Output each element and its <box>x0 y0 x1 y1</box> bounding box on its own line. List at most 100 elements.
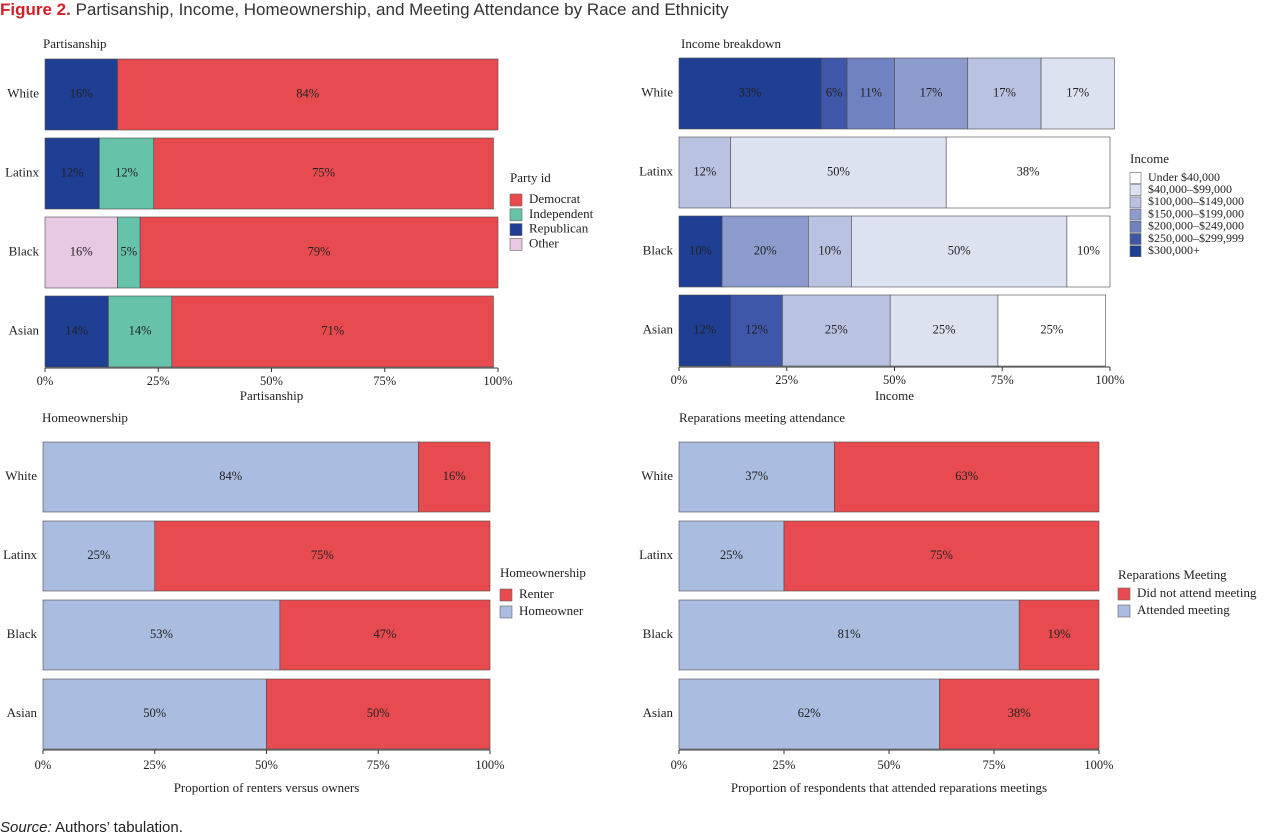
income-bar-latinx-40-000-99-000 <box>730 136 947 209</box>
partisanship-x-tick-label-1: 25% <box>147 374 170 388</box>
partisanship-bar-asian-democrat <box>171 295 494 368</box>
meeting-data-label-black-attended-meeting: 81% <box>838 627 861 641</box>
homeownership-category-label-black: Black <box>7 626 38 641</box>
income-bar-asian-under-40-000 <box>997 294 1106 367</box>
meeting-bar-latinx-did-not-attend-meeting <box>783 520 1100 592</box>
partisanship-legend-title: Party id <box>510 170 551 185</box>
income-chart-title: Income breakdown <box>681 36 781 51</box>
meeting-legend-label-did-not-attend-meeting: Did not attend meeting <box>1137 585 1257 600</box>
partisanship-legend-swatch-independent <box>509 208 523 222</box>
homeownership-data-label-white-renter: 16% <box>443 469 466 483</box>
meeting-category-label-asian: Asian <box>643 705 674 720</box>
partisanship-legend-swatch-republican <box>509 223 523 236</box>
partisanship-legend-swatch-other <box>509 238 523 251</box>
meeting-bar-white-did-not-attend-meeting <box>834 441 1100 513</box>
income-bar-white-40-000-99-000 <box>1040 57 1115 130</box>
homeownership-bar-black-homeowner <box>42 599 281 671</box>
income-data-label-asian-under-40-000: 25% <box>1040 322 1063 336</box>
homeownership-bar-latinx-homeowner <box>42 520 156 592</box>
meeting-bar-asian-did-not-attend-meeting <box>939 678 1100 750</box>
homeownership-bar-asian-renter <box>266 678 491 750</box>
partisanship-data-label-latinx-democrat: 75% <box>312 165 335 179</box>
income-data-label-black-under-40-000: 10% <box>1077 243 1100 257</box>
partisanship-data-label-asian-democrat: 71% <box>321 323 344 337</box>
income-data-label-black-40-000-99-000: 50% <box>948 243 971 257</box>
partisanship-bar-latinx-republican <box>44 137 100 210</box>
income-data-label-white-250-000-299-999: 6% <box>826 85 843 99</box>
income-legend-swatch-100-000-149-000 <box>1129 196 1142 209</box>
homeownership-x-axis-label: Proportion of renters versus owners <box>174 780 360 795</box>
meeting-bar-black-did-not-attend-meeting <box>1018 599 1100 671</box>
income-legend-swatch-40-000-99-000 <box>1129 184 1142 196</box>
income-x-tick-label-3: 75% <box>991 373 1014 387</box>
income-legend-swatch-150-000-199-000 <box>1129 208 1142 221</box>
income-data-label-asian-100-000-149-000: 25% <box>825 322 848 336</box>
income-bar-black-40-000-99-000 <box>851 215 1068 288</box>
partisanship-legend-label-other: Other <box>529 235 559 250</box>
partisanship-chart-title: Partisanship <box>43 36 107 51</box>
income-data-label-latinx-40-000-99-000: 50% <box>827 164 850 178</box>
homeownership-bar-latinx-renter <box>154 520 491 592</box>
meeting-chart-title: Reparations meeting attendance <box>679 410 845 425</box>
homeownership-x-tick-label-0: 0% <box>35 758 52 772</box>
income-category-label-latinx: Latinx <box>639 163 673 178</box>
partisanship-legend-swatch-democrat <box>509 193 523 207</box>
meeting-bar-latinx-attended-meeting <box>678 520 785 592</box>
income-category-label-asian: Asian <box>643 321 674 336</box>
partisanship-data-label-latinx-republican: 12% <box>61 165 84 179</box>
income-bar-latinx-100-000-149-000 <box>678 136 732 209</box>
figure-title: Figure 2. Partisanship, Income, Homeowne… <box>0 0 729 20</box>
meeting-category-label-white: White <box>641 468 673 483</box>
homeownership-data-label-latinx-homeowner: 25% <box>87 548 110 562</box>
income-legend-label-200-000-249-000: $200,000–$249,000 <box>1148 219 1244 233</box>
source-text: Authors’ tabulation. <box>51 819 183 836</box>
income-data-label-white-150-000-199-000: 17% <box>920 85 943 99</box>
income-legend-swatch-200-000-249-000 <box>1129 221 1142 233</box>
partisanship-legend-label-democrat: Democrat <box>529 191 581 206</box>
income-category-label-black: Black <box>643 242 674 257</box>
meeting-data-label-asian-did-not-attend-meeting: 38% <box>1008 706 1031 720</box>
income-legend-title: Income <box>1130 151 1169 166</box>
partisanship-category-label-asian: Asian <box>9 322 40 337</box>
partisanship-bar-black-democrat <box>139 216 499 289</box>
income-data-label-black-100-000-149-000: 10% <box>818 243 841 257</box>
partisanship-data-label-asian-independent: 14% <box>129 323 152 337</box>
partisanship-legend-label-independent: Independent <box>529 206 594 221</box>
partisanship-x-tick-label-0: 0% <box>37 374 54 388</box>
meeting-x-tick-label-0: 0% <box>671 758 688 772</box>
partisanship-x-tick-label-3: 75% <box>373 374 396 388</box>
income-x-tick-label-0: 0% <box>671 373 688 387</box>
homeownership-bar-white-homeowner <box>42 441 419 513</box>
meeting-data-label-latinx-did-not-attend-meeting: 75% <box>930 548 953 562</box>
homeownership-x-tick-label-1: 25% <box>143 758 166 772</box>
income-x-axis-label: Income <box>875 388 914 403</box>
income-legend-label-300-000: $300,000+ <box>1148 243 1200 257</box>
partisanship-data-label-latinx-independent: 12% <box>115 165 138 179</box>
income-bar-asian-300-000 <box>678 294 732 367</box>
meeting-data-label-latinx-attended-meeting: 25% <box>720 548 743 562</box>
partisanship-bar-latinx-democrat <box>153 137 494 210</box>
income-data-label-black-300-000: 10% <box>689 243 712 257</box>
partisanship-x-tick-label-4: 100% <box>483 374 512 388</box>
partisanship-data-label-black-other: 16% <box>70 244 93 258</box>
partisanship-bar-latinx-independent <box>99 137 155 210</box>
income-bar-latinx-under-40-000 <box>945 136 1111 209</box>
meeting-legend-title: Reparations Meeting <box>1118 567 1227 582</box>
income-data-label-latinx-100-000-149-000: 12% <box>693 164 716 178</box>
income-legend-label-250-000-299-999: $250,000–$299,999 <box>1148 231 1244 245</box>
partisanship-data-label-white-democrat: 84% <box>296 86 319 100</box>
income-legend-label-40-000-99-000: $40,000–$99,000 <box>1148 182 1232 196</box>
partisanship-bar-black-other <box>44 216 118 289</box>
income-category-label-white: White <box>641 84 673 99</box>
figure-caption: Partisanship, Income, Homeownership, and… <box>70 0 729 19</box>
partisanship-legend-label-republican: Republican <box>529 221 589 236</box>
income-x-tick-label-2: 50% <box>883 373 906 387</box>
homeownership-category-label-white: White <box>5 468 37 483</box>
meeting-x-axis-label: Proportion of respondents that attended … <box>731 780 1047 795</box>
partisanship-data-label-asian-republican: 14% <box>65 323 88 337</box>
partisanship-data-label-black-independent: 5% <box>120 244 137 258</box>
partisanship-bar-asian-republican <box>44 295 109 368</box>
partisanship-category-label-black: Black <box>9 243 40 258</box>
income-legend-label-100-000-149-000: $100,000–$149,000 <box>1148 194 1244 208</box>
income-bar-white-250-000-299-999 <box>820 57 848 130</box>
